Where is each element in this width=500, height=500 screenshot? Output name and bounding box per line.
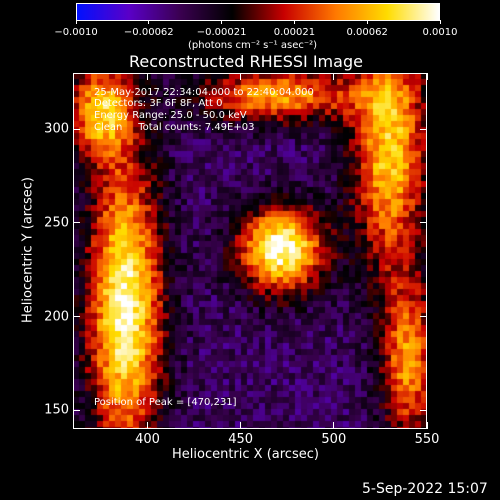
x-tick-label: 400 [135, 432, 160, 447]
colorbar-tick-label: 0.00021 [273, 27, 316, 38]
peak-position-label: Position of Peak = [470,231] [94, 397, 237, 408]
colorbar-tick [221, 20, 223, 24]
colorbar-tick-label: −0.00062 [123, 27, 174, 38]
annotation-time: 25-May-2017 22:34:04.000 to 22:40:04.000 [94, 87, 314, 98]
y-tick [73, 409, 80, 411]
colorbar-tick-label: −0.00021 [196, 27, 247, 38]
x-tick [147, 422, 149, 429]
x-tick [426, 422, 428, 429]
x-axis-label: Heliocentric X (arcsec) [172, 447, 319, 462]
x-tick [333, 73, 335, 80]
x-tick [333, 422, 335, 429]
colorbar-tick [75, 20, 77, 24]
footer-date: 5-Sep-2022 15:07 [362, 481, 488, 497]
y-tick [73, 128, 80, 130]
x-tick [240, 73, 242, 80]
colorbar [76, 3, 440, 21]
colorbar-tick-label: 0.0010 [422, 27, 458, 38]
y-tick [420, 222, 427, 224]
y-axis-label: Heliocentric Y (arcsec) [20, 177, 36, 323]
y-tick-label: 250 [44, 215, 69, 231]
colorbar-tick [439, 20, 441, 24]
y-tick [420, 409, 427, 411]
annotation-clean: Clean Total counts: 7.49E+03 [94, 122, 255, 133]
x-tick [147, 73, 149, 80]
colorbar-tick [366, 20, 368, 24]
colorbar-tick [293, 20, 295, 24]
heatmap-image [73, 73, 427, 429]
colorbar-tick [148, 20, 150, 24]
colorbar-tick-label: −0.0010 [54, 27, 98, 38]
y-tick [420, 128, 427, 130]
colorbar-tick-label: 0.00062 [346, 27, 388, 38]
x-tick [426, 73, 428, 80]
y-tick [420, 316, 427, 318]
annotation-energy: Energy Range: 25.0 - 50.0 keV [94, 110, 247, 121]
y-tick-label: 150 [44, 402, 69, 418]
colorbar-unit-label: (photons cm⁻² s⁻¹ asec⁻²) [188, 40, 318, 51]
x-tick-label: 550 [414, 432, 440, 447]
annotation-detectors: Detectors: 3F 6F 8F, Att 0 [94, 98, 223, 109]
y-tick [73, 222, 80, 224]
y-tick-label: 200 [44, 309, 69, 325]
y-tick [73, 316, 80, 318]
x-tick-label: 500 [321, 432, 347, 447]
chart-title: Reconstructed RHESSI Image [129, 52, 363, 71]
x-tick [240, 422, 242, 429]
y-tick-label: 300 [44, 121, 69, 137]
x-tick-label: 450 [228, 432, 254, 447]
